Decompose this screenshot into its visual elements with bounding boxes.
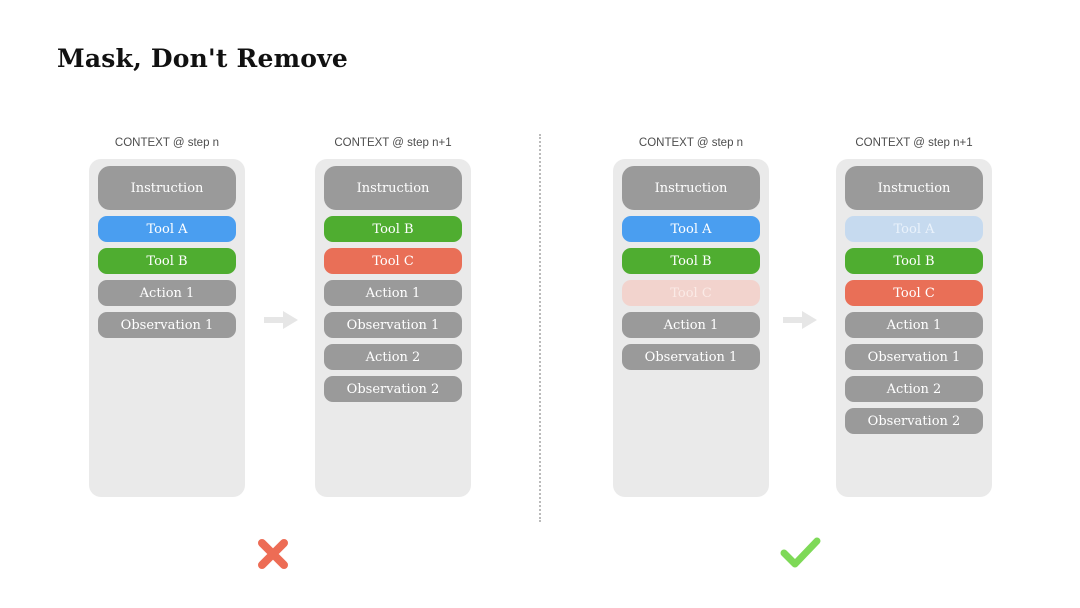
- context-box-observation-2: Observation 2: [845, 408, 983, 434]
- context-box-tool-a: Tool A: [98, 216, 236, 242]
- context-stack: Instruction Tool A Tool B Tool C Action 1 Obs…: [836, 159, 992, 497]
- context-panel-step-n1-correct: CONTEXT @ step n+1 Instruction Tool A Tool…: [836, 136, 992, 497]
- context-box-observation-1: Observation 1: [622, 344, 760, 370]
- context-stack: Instruction Tool B Tool C Action 1 Observati…: [315, 159, 471, 497]
- context-panel-step-n-wrong: CONTEXT @ step n Instruction Tool A Tool B…: [89, 136, 245, 497]
- context-box-tool-c: Tool C: [845, 280, 983, 306]
- cross-icon: [258, 539, 288, 569]
- context-box-tool-a: Tool A: [845, 216, 983, 242]
- context-box-action-2: Action 2: [324, 344, 462, 370]
- context-box-observation-2: Observation 2: [324, 376, 462, 402]
- context-panel-step-n1-wrong: CONTEXT @ step n+1 Instruction Tool B Tool…: [315, 136, 471, 497]
- context-box-instruction: Instruction: [622, 166, 760, 210]
- context-header: CONTEXT @ step n: [114, 137, 220, 149]
- context-box-instruction: Instruction: [324, 166, 462, 210]
- check-icon: [780, 537, 821, 568]
- context-stack: Instruction Tool A Tool B Tool C Action 1 Obs…: [613, 159, 769, 497]
- context-header: CONTEXT @ step n: [638, 137, 744, 149]
- context-box-action-1: Action 1: [324, 280, 462, 306]
- context-box-observation-1: Observation 1: [845, 344, 983, 370]
- context-box-tool-c: Tool C: [324, 248, 462, 274]
- page-title: Mask, Don't Remove: [57, 44, 348, 73]
- context-header: CONTEXT @ step n+1: [855, 137, 973, 149]
- context-box-tool-c: Tool C: [622, 280, 760, 306]
- context-box-tool-a: Tool A: [622, 216, 760, 242]
- context-box-action-1: Action 1: [622, 312, 760, 338]
- arrow-right-icon: [783, 311, 817, 329]
- context-box-tool-b: Tool B: [98, 248, 236, 274]
- context-box-observation-1: Observation 1: [98, 312, 236, 338]
- arrow-right-icon: [264, 311, 298, 329]
- dotted-vertical-divider: [539, 134, 541, 522]
- context-box-tool-b: Tool B: [324, 216, 462, 242]
- context-panel-step-n-correct: CONTEXT @ step n Instruction Tool A Tool B…: [613, 136, 769, 497]
- context-box-instruction: Instruction: [98, 166, 236, 210]
- context-stack: Instruction Tool A Tool B Action 1 Observati…: [89, 159, 245, 497]
- context-box-observation-1: Observation 1: [324, 312, 462, 338]
- context-box-action-2: Action 2: [845, 376, 983, 402]
- context-box-instruction: Instruction: [845, 166, 983, 210]
- context-box-tool-b: Tool B: [845, 248, 983, 274]
- context-box-action-1: Action 1: [845, 312, 983, 338]
- context-box-action-1: Action 1: [98, 280, 236, 306]
- context-box-tool-b: Tool B: [622, 248, 760, 274]
- context-header: CONTEXT @ step n+1: [334, 137, 452, 149]
